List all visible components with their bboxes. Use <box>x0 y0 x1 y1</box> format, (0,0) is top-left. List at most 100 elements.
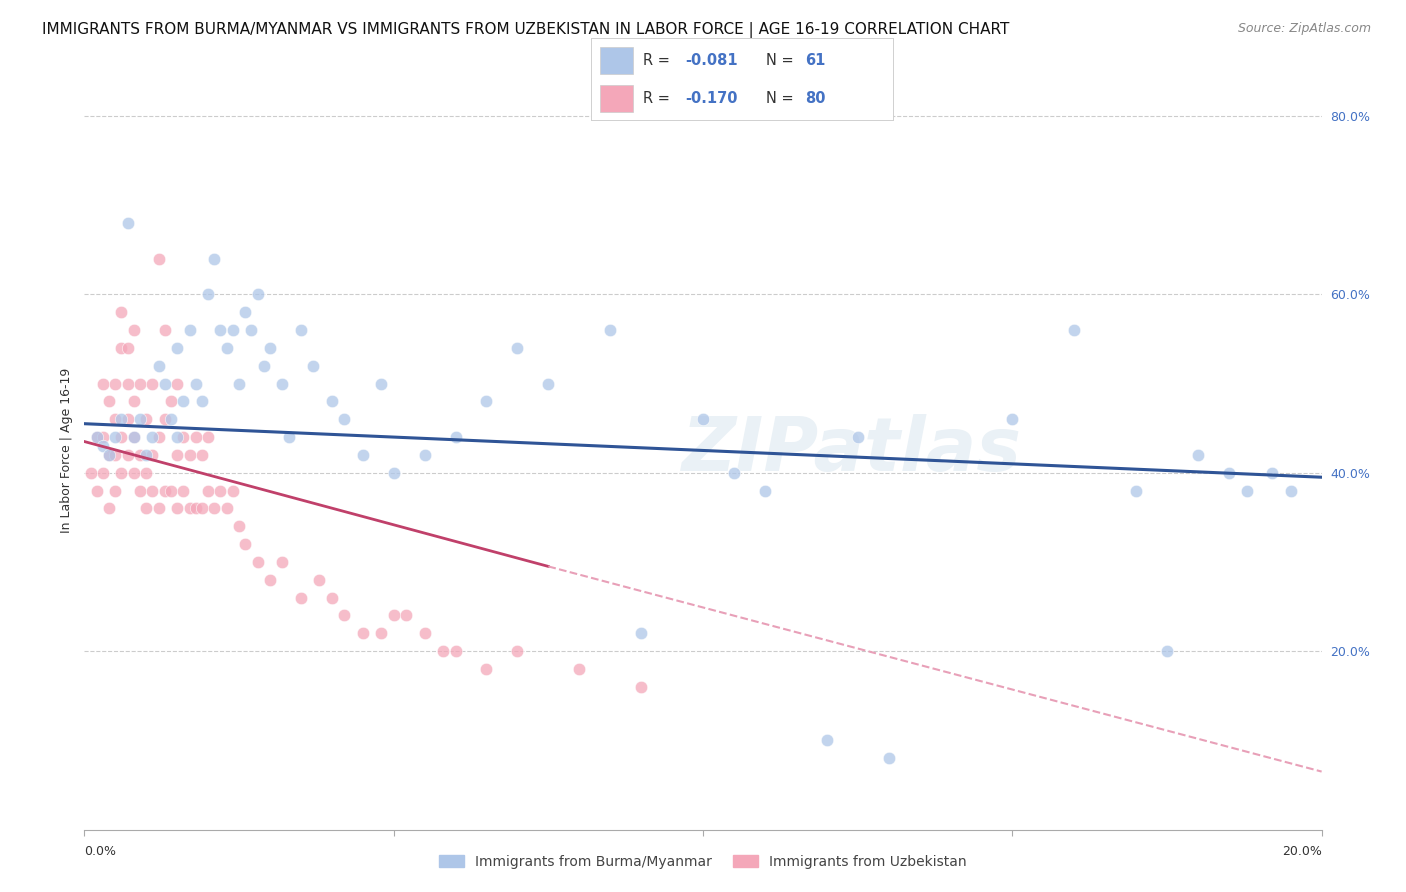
Point <box>172 430 194 444</box>
Point <box>98 394 121 409</box>
Point <box>148 501 170 516</box>
Point <box>222 483 245 498</box>
Point <box>209 323 232 337</box>
Point <box>209 483 232 498</box>
Point <box>630 626 652 640</box>
Point <box>135 412 157 426</box>
Text: R =: R = <box>644 53 675 68</box>
Point <box>321 591 343 605</box>
Point <box>110 412 132 426</box>
Point <box>308 573 330 587</box>
Point <box>413 448 436 462</box>
Point <box>166 448 188 462</box>
Point <box>79 466 101 480</box>
Point <box>172 394 194 409</box>
Point <box>104 430 127 444</box>
Text: ZIPatlas: ZIPatlas <box>682 414 1022 487</box>
Point <box>321 394 343 409</box>
Point <box>240 323 263 337</box>
Point <box>228 519 250 533</box>
Point <box>191 501 214 516</box>
Point <box>166 341 188 355</box>
Point <box>692 412 714 426</box>
FancyBboxPatch shape <box>599 46 633 74</box>
Point <box>122 466 145 480</box>
Point <box>815 733 838 747</box>
Legend: Immigrants from Burma/Myanmar, Immigrants from Uzbekistan: Immigrants from Burma/Myanmar, Immigrant… <box>432 847 974 876</box>
Text: -0.081: -0.081 <box>686 53 738 68</box>
Text: 20.0%: 20.0% <box>1282 845 1322 857</box>
Point <box>1236 483 1258 498</box>
Point <box>153 483 176 498</box>
Point <box>215 341 238 355</box>
Text: -0.170: -0.170 <box>686 91 738 106</box>
Point <box>160 483 183 498</box>
Text: N =: N = <box>766 53 793 68</box>
Point <box>723 466 745 480</box>
Text: N =: N = <box>766 91 793 106</box>
Point <box>233 305 256 319</box>
Point <box>122 430 145 444</box>
Point <box>1279 483 1302 498</box>
Point <box>153 412 176 426</box>
Point <box>104 448 127 462</box>
Point <box>98 448 121 462</box>
Point <box>160 412 183 426</box>
Point <box>148 430 170 444</box>
Point <box>166 430 188 444</box>
Point <box>202 252 225 266</box>
Point <box>104 412 127 426</box>
Point <box>1218 466 1240 480</box>
Point <box>191 394 214 409</box>
Point <box>290 323 312 337</box>
Point <box>117 376 139 391</box>
Point <box>122 394 145 409</box>
Point <box>1261 466 1284 480</box>
Point <box>1187 448 1209 462</box>
Point <box>141 483 163 498</box>
Point <box>246 287 269 301</box>
Point <box>148 359 170 373</box>
Point <box>444 644 467 658</box>
Point <box>86 430 108 444</box>
Point <box>370 626 392 640</box>
Y-axis label: In Labor Force | Age 16-19: In Labor Force | Age 16-19 <box>60 368 73 533</box>
Point <box>184 430 207 444</box>
Point <box>413 626 436 640</box>
Text: IMMIGRANTS FROM BURMA/MYANMAR VS IMMIGRANTS FROM UZBEKISTAN IN LABOR FORCE | AGE: IMMIGRANTS FROM BURMA/MYANMAR VS IMMIGRA… <box>42 22 1010 38</box>
Point <box>222 323 245 337</box>
Point <box>160 394 183 409</box>
Point <box>202 501 225 516</box>
Point <box>302 359 325 373</box>
Point <box>290 591 312 605</box>
Point <box>141 376 163 391</box>
Point <box>86 483 108 498</box>
Point <box>91 466 114 480</box>
Point <box>233 537 256 551</box>
Point <box>91 439 114 453</box>
Point <box>110 466 132 480</box>
Point <box>259 573 281 587</box>
Point <box>395 608 418 623</box>
Point <box>153 376 176 391</box>
Text: 80: 80 <box>806 91 825 106</box>
Point <box>1156 644 1178 658</box>
Point <box>86 430 108 444</box>
Point <box>277 430 299 444</box>
Point <box>129 412 152 426</box>
Point <box>148 252 170 266</box>
Text: 0.0%: 0.0% <box>84 845 117 857</box>
Point <box>382 466 405 480</box>
Point <box>506 341 529 355</box>
Point <box>141 430 163 444</box>
Point <box>117 448 139 462</box>
Point <box>98 448 121 462</box>
Point <box>253 359 276 373</box>
Text: R =: R = <box>644 91 675 106</box>
Point <box>122 430 145 444</box>
Point <box>129 448 152 462</box>
Point <box>191 448 214 462</box>
Point <box>104 483 127 498</box>
Point <box>179 501 201 516</box>
Point <box>215 501 238 516</box>
